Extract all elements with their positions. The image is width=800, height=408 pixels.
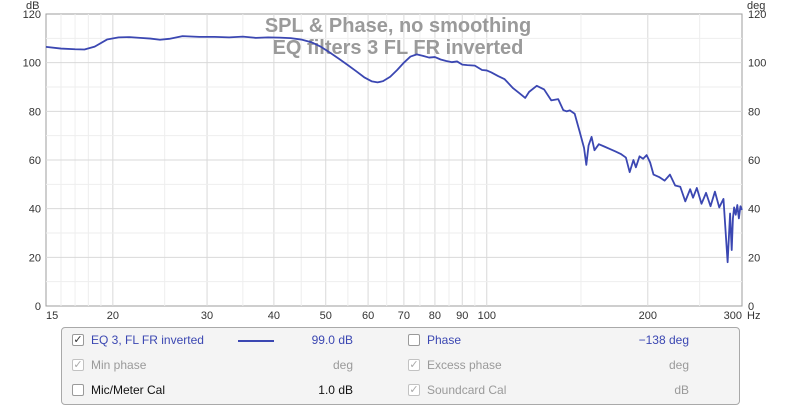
eq3-label: EQ 3, FL FR inverted (91, 333, 204, 347)
y-unit-left: dB (26, 0, 39, 12)
eq3-checkbox[interactable]: ✓ (72, 334, 84, 346)
eq3-line-swatch (238, 340, 274, 342)
eq3-value: 99.0 dB (311, 333, 353, 347)
y-tick-label-left: 80 (29, 106, 41, 118)
x-tick-label: 300 (724, 310, 742, 322)
y-tick-label-right: 100 (748, 58, 766, 70)
y-tick-label-left: 100 (23, 58, 41, 70)
min-phase-checkbox[interactable]: ✓ (72, 359, 84, 371)
legend-panel: ✓ EQ 3, FL FR inverted 99.0 dB Phase −13… (61, 327, 740, 405)
y-tick-label-left: 120 (23, 9, 41, 21)
soundcard-cal-label: Soundcard Cal (427, 383, 507, 397)
soundcard-cal-value: dB (674, 383, 689, 397)
x-tick-label: 40 (268, 310, 280, 322)
legend-row-eq: ✓ EQ 3, FL FR inverted 99.0 dB Phase −13… (62, 329, 739, 351)
x-tick-label: 100 (478, 310, 496, 322)
series-line-eq3 (45, 35, 743, 264)
phase-label: Phase (427, 333, 462, 347)
legend-row-min-phase: ✓ Min phase deg ✓ Excess phase deg (62, 354, 739, 376)
x-tick-label: 200 (639, 310, 657, 322)
y-tick-label-right: 120 (748, 9, 766, 21)
excess-phase-checkbox[interactable]: ✓ (408, 359, 420, 371)
y-tick-label-right: 0 (748, 301, 754, 313)
x-tick-label: 50 (320, 310, 332, 322)
x-tick-label: 15 (46, 310, 58, 322)
x-tick-label: 80 (429, 310, 441, 322)
y-tick-label-left: 20 (29, 252, 41, 264)
min-phase-label: Min phase (91, 358, 147, 372)
mic-meter-cal-label: Mic/Meter Cal (91, 383, 166, 397)
excess-phase-value: deg (668, 358, 689, 372)
y-tick-label-right: 20 (748, 252, 760, 264)
x-tick-label: 60 (362, 310, 374, 322)
x-unit: Hz (747, 310, 760, 322)
y-tick-label-left: 0 (35, 301, 41, 313)
y-tick-label-right: 40 (748, 204, 760, 216)
y-unit-right: deg (747, 0, 765, 12)
chart-subtitle: EQ filters 3 FL FR inverted (273, 37, 524, 59)
spl-phase-chart: 0 20 40 60 80 100 120 0 20 40 60 80 100 120 15 20 30 40… (23, 0, 767, 322)
x-axis: 15 20 30 40 50 60 70 80 90 100 200 300 (46, 310, 742, 322)
phase-value: −138 deg (638, 333, 689, 347)
series-layer (45, 35, 743, 264)
phase-checkbox[interactable] (408, 334, 420, 346)
x-tick-label: 20 (107, 310, 119, 322)
x-tick-label: 90 (456, 310, 468, 322)
legend-row-cal: Mic/Meter Cal 1.0 dB ✓ Soundcard Cal dB (62, 379, 739, 401)
soundcard-cal-checkbox[interactable]: ✓ (408, 384, 420, 396)
chart-title: SPL & Phase, no smoothing (265, 15, 531, 37)
x-tick-label: 70 (398, 310, 410, 322)
x-tick-label: 30 (201, 310, 213, 322)
grid (46, 14, 742, 306)
min-phase-value: deg (332, 358, 353, 372)
y-axis-left: 0 20 40 60 80 100 120 (23, 9, 41, 313)
y-tick-label-right: 80 (748, 106, 760, 118)
y-tick-label-left: 60 (29, 155, 41, 167)
y-axis-right: 0 20 40 60 80 100 120 (748, 9, 766, 313)
y-tick-label-left: 40 (29, 204, 41, 216)
excess-phase-label: Excess phase (427, 358, 502, 372)
y-tick-label-right: 60 (748, 155, 760, 167)
mic-meter-cal-value: 1.0 dB (318, 383, 353, 397)
mic-meter-cal-checkbox[interactable] (72, 384, 84, 396)
